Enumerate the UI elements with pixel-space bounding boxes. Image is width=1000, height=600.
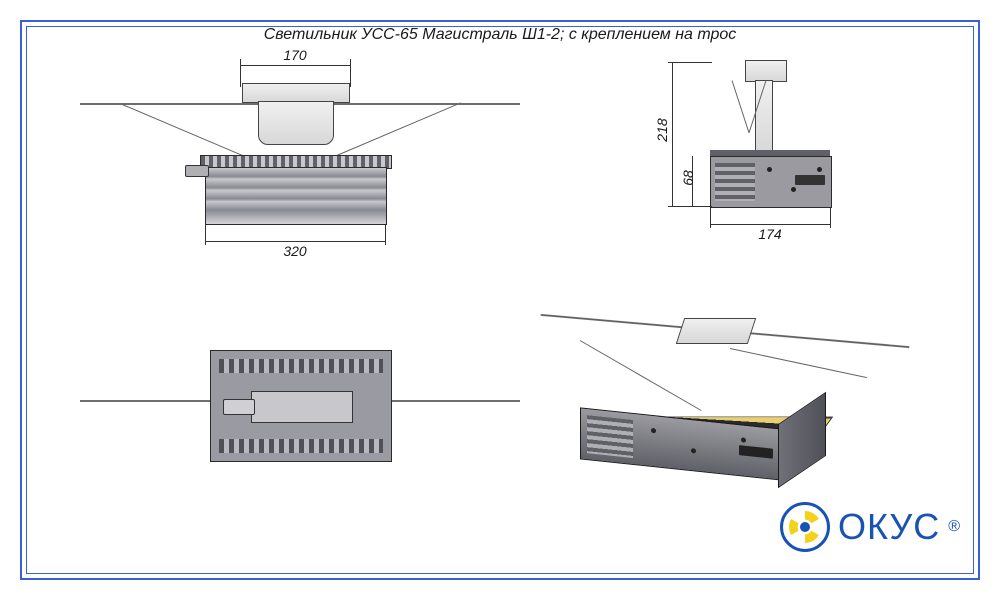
- dim-ext: [830, 208, 831, 228]
- brand-logo: ОКУС ®: [780, 502, 960, 552]
- perspective-view: [520, 300, 920, 520]
- screw: [691, 448, 696, 454]
- screw: [741, 437, 746, 443]
- top-connector: [223, 399, 255, 415]
- dim-body-height: 68: [680, 168, 696, 188]
- logo-registered: ®: [948, 518, 960, 536]
- top-center: [251, 391, 353, 423]
- dim-ext: [668, 62, 712, 63]
- wire-right: [332, 102, 461, 158]
- persp-label: [739, 445, 773, 459]
- persp-fins: [587, 415, 633, 458]
- dim-depth: 174: [750, 226, 790, 242]
- side-fins: [715, 163, 755, 201]
- dim-ext: [385, 225, 386, 245]
- persp-wire-r: [730, 348, 867, 378]
- connector: [185, 165, 209, 177]
- dim-line-v: [672, 62, 673, 206]
- lamp-body-side: [710, 156, 832, 208]
- bracket-yoke: [258, 101, 334, 145]
- screw: [651, 428, 656, 434]
- side-top-edge: [710, 150, 830, 156]
- top-fins-1: [219, 359, 383, 373]
- dim-ext: [710, 208, 711, 228]
- side-view: 218 68 174: [640, 60, 900, 280]
- side-rod: [755, 80, 773, 152]
- dim-ext: [668, 206, 712, 207]
- wire-left: [120, 103, 249, 159]
- dim-line: [205, 241, 385, 242]
- dim-height: 218: [654, 118, 670, 142]
- logo-text: ОКУС: [838, 506, 940, 548]
- dim-ext: [350, 59, 351, 87]
- dim-ext: [240, 59, 241, 87]
- dim-ext: [205, 225, 206, 245]
- side-bracket-top: [745, 60, 787, 82]
- dim-line: [240, 65, 350, 66]
- brand-label: [795, 175, 825, 185]
- persp-side-face: [778, 392, 826, 488]
- top-view: [80, 320, 520, 500]
- lamp-top-body: [210, 350, 392, 462]
- persp-wire-l: [580, 340, 702, 411]
- dim-line: [710, 224, 830, 225]
- dim-bracket-width: 170: [265, 47, 325, 63]
- side-wire-l: [732, 80, 750, 133]
- screw: [767, 167, 772, 172]
- front-view: 170 320: [80, 55, 520, 265]
- lamp-body-front: [205, 167, 387, 225]
- drawing-title: Светильник УСС-65 Магистраль Ш1-2; с кре…: [0, 26, 1000, 44]
- logo-icon: [780, 502, 830, 552]
- top-fins-2: [219, 439, 383, 453]
- dim-body-width: 320: [265, 243, 325, 259]
- persp-bracket: [676, 318, 756, 344]
- bracket-top: [242, 83, 350, 103]
- screw: [817, 167, 822, 172]
- screw: [791, 187, 796, 192]
